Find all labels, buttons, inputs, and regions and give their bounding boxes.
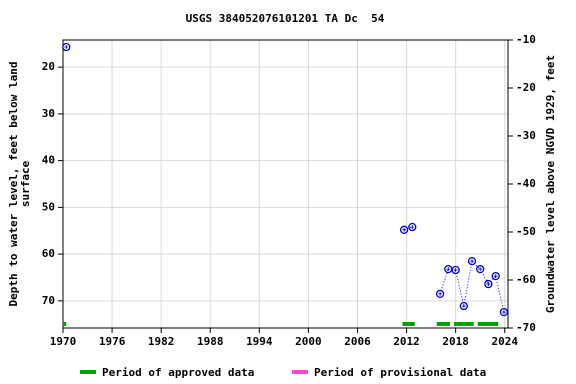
marker-cross	[446, 267, 451, 272]
approved-period	[477, 322, 499, 326]
data-point	[459, 301, 468, 311]
marker-cross	[438, 291, 443, 296]
y-axis-label: Depth to water level, feet below landsur…	[7, 61, 32, 306]
marker-cross	[410, 225, 415, 230]
y2-tick-label: -50	[516, 225, 536, 238]
marker-circle	[408, 222, 417, 232]
data-point	[451, 265, 460, 275]
x-tick-label: 2000	[295, 335, 322, 348]
y2-tick-label: -20	[516, 81, 536, 94]
y-tick-label: 50	[42, 200, 55, 213]
y-tick-label: 60	[42, 247, 55, 260]
marker-cross	[478, 267, 483, 272]
marker-circle	[62, 42, 71, 52]
data-point	[62, 42, 71, 52]
x-tick-label: 1988	[197, 335, 224, 348]
marker-cross	[461, 304, 466, 309]
y-tick-label: 40	[42, 154, 55, 167]
data-point	[435, 289, 445, 299]
marker-circle	[484, 279, 493, 289]
connector	[479, 268, 489, 285]
legend-label: Period of provisional data	[314, 366, 486, 379]
y2-tick-label: -60	[516, 273, 536, 286]
marker-circle	[499, 307, 509, 317]
connector	[471, 260, 481, 270]
x-tick-label: 2018	[442, 335, 469, 348]
marker-cross	[402, 227, 407, 232]
marker-circle	[399, 225, 409, 234]
approved-period	[436, 322, 450, 326]
connector	[439, 268, 449, 295]
chart-title: USGS 384052076101201 TA Dc 54	[186, 12, 385, 25]
data-point	[491, 271, 500, 281]
y2-axis-label: Groundwater level above NGVD 1929, feet	[544, 55, 557, 313]
marker-circle	[459, 301, 468, 311]
data-point	[499, 307, 509, 317]
y2-tick-label: -10	[516, 33, 536, 46]
approved-period	[454, 322, 474, 326]
marker-cross	[453, 268, 458, 273]
legend-swatch	[80, 370, 96, 374]
x-tick-label: 1982	[148, 335, 175, 348]
x-tick-label: 1976	[99, 335, 126, 348]
data-point	[399, 225, 409, 234]
marker-cross	[470, 259, 475, 264]
y-tick-label: 30	[42, 107, 55, 120]
marker-cross	[493, 274, 498, 279]
y-tick-label: 20	[42, 60, 55, 73]
y2-tick-label: -30	[516, 129, 536, 142]
plot-frame	[62, 39, 509, 329]
data-point	[408, 222, 417, 232]
marker-circle	[451, 265, 460, 275]
data-point	[467, 256, 477, 266]
marker-circle	[491, 271, 500, 281]
approved-period	[63, 322, 67, 326]
x-tick-label: 2012	[393, 335, 420, 348]
connector	[455, 269, 465, 307]
x-tick-label: 2006	[344, 335, 371, 348]
legend-swatch	[292, 370, 308, 374]
connector	[463, 261, 473, 307]
marker-circle	[476, 264, 485, 274]
marker-circle	[467, 256, 477, 266]
marker-cross	[486, 282, 491, 287]
x-tick-label: 1970	[50, 335, 77, 348]
connector	[495, 275, 505, 313]
connector	[488, 275, 497, 285]
x-tick-label: 2024	[491, 335, 518, 348]
legend-label: Period of approved data	[102, 366, 254, 379]
data-point	[444, 264, 453, 274]
y2-tick-label: -70	[516, 321, 536, 334]
marker-cross	[501, 310, 506, 315]
data-point	[476, 264, 485, 274]
x-tick-label: 1994	[246, 335, 273, 348]
approved-period	[402, 322, 415, 326]
y-axis-label-line: Depth to water level, feet below land	[7, 61, 20, 306]
marker-circle	[435, 289, 445, 299]
data-point	[484, 279, 493, 289]
y2-tick-label: -40	[516, 177, 536, 190]
y-axis-label-line: surface	[19, 160, 32, 207]
marker-cross	[64, 45, 69, 50]
y-tick-label: 70	[42, 294, 55, 307]
